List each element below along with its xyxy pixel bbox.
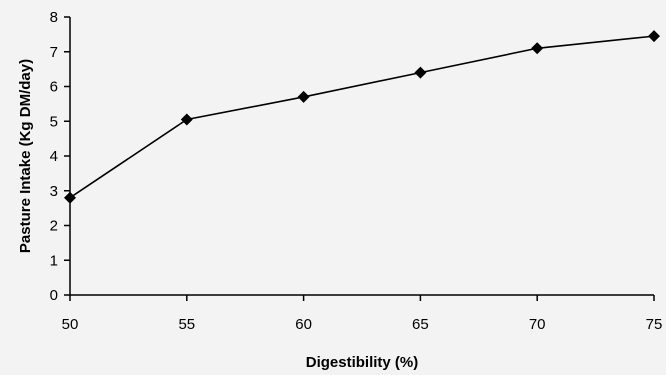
- data-point: [414, 66, 427, 79]
- y-axis-title: Pasture Intake (Kg DM/day): [17, 59, 34, 253]
- y-tick-label: 6: [50, 79, 58, 96]
- y-tick-label: 5: [50, 113, 58, 130]
- data-point: [531, 42, 544, 55]
- y-tick-label: 0: [50, 287, 58, 304]
- y-ticks: 0 1 2 3 4 5 6 7 8: [50, 9, 70, 304]
- x-ticks: 50 55 60 65 70 75: [62, 295, 663, 333]
- y-tick-label: 7: [50, 44, 58, 61]
- data-point: [64, 191, 76, 204]
- series-line: [69, 35, 655, 199]
- data-point: [297, 90, 310, 103]
- series: [64, 30, 660, 204]
- x-tick-label: 55: [178, 316, 195, 333]
- x-tick-label: 50: [62, 316, 79, 333]
- y-tick-label: 1: [50, 252, 58, 269]
- y-tick-label: 8: [50, 9, 58, 26]
- axes: [69, 17, 654, 296]
- x-tick-label: 70: [529, 316, 546, 333]
- x-tick-label: 65: [412, 316, 429, 333]
- data-point: [648, 30, 660, 43]
- data-point: [180, 113, 193, 126]
- y-tick-label: 2: [50, 218, 58, 235]
- x-tick-label: 75: [646, 316, 663, 333]
- y-tick-label: 3: [50, 183, 58, 200]
- y-tick-label: 4: [50, 148, 58, 165]
- x-tick-label: 60: [295, 316, 312, 333]
- x-axis-title: Digestibility (%): [306, 354, 419, 371]
